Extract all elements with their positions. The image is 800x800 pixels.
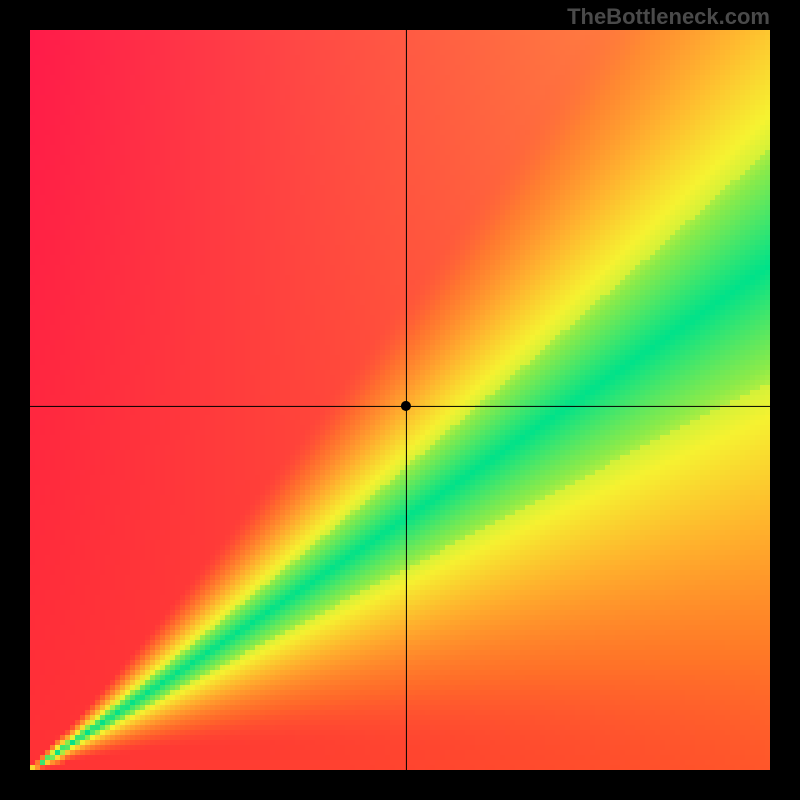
watermark-text: TheBottleneck.com bbox=[567, 4, 770, 30]
heatmap-canvas bbox=[30, 30, 770, 770]
chart-container: TheBottleneck.com bbox=[0, 0, 800, 800]
